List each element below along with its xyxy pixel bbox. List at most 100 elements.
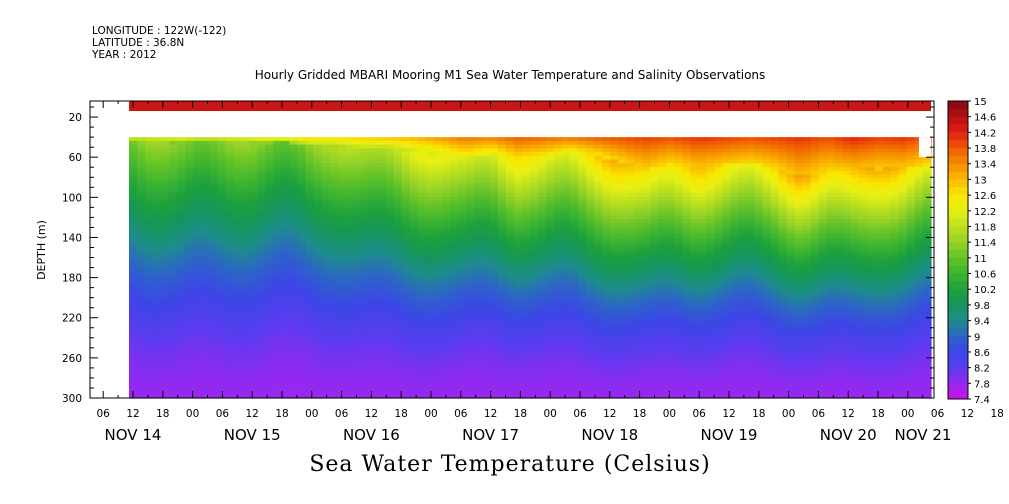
colorbar-swatch xyxy=(948,344,968,353)
x-hour-label: 00 xyxy=(544,408,557,420)
colorbar-swatch xyxy=(948,195,968,204)
colorbar-label: 9.8 xyxy=(974,301,990,312)
x-hour-label: 06 xyxy=(454,408,468,420)
colorbar-swatch xyxy=(948,218,968,227)
y-tick-label: 180 xyxy=(62,273,82,285)
colorbar-swatch xyxy=(948,391,968,400)
colorbar-swatch xyxy=(948,351,968,361)
colorbar-swatch xyxy=(948,202,968,212)
colorbar-swatch xyxy=(948,242,968,251)
colorbar-swatch xyxy=(948,210,968,220)
colorbar-label: 11 xyxy=(974,254,987,265)
colorbar-swatch xyxy=(948,179,968,188)
x-day-label: NOV 20 xyxy=(820,426,877,444)
colorbar-swatch xyxy=(948,312,968,322)
colorbar-swatch xyxy=(948,187,968,196)
x-hour-label: 18 xyxy=(275,408,288,420)
colorbar-swatch xyxy=(948,108,968,118)
colorbar-label: 7.8 xyxy=(974,379,990,390)
y-tick-label: 100 xyxy=(62,192,82,204)
chart-title: Hourly Gridded MBARI Mooring M1 Sea Wate… xyxy=(254,68,766,82)
colorbar-swatch xyxy=(948,163,968,173)
latitude-label: LATITUDE : 36.8N xyxy=(92,37,185,49)
x-hour-label: 06 xyxy=(931,408,945,420)
chart-subtitle: Sea Water Temperature (Celsius) xyxy=(309,452,711,477)
x-hour-label: 18 xyxy=(752,408,765,420)
x-hour-label: 00 xyxy=(424,408,437,420)
colorbar-swatch xyxy=(948,367,968,376)
y-tick-label: 140 xyxy=(62,232,82,244)
x-hour-label: 06 xyxy=(216,408,230,420)
x-hour-label: 06 xyxy=(812,408,826,420)
x-hour-label: 18 xyxy=(395,408,408,420)
colorbar-swatch xyxy=(948,250,968,259)
x-hour-label: 00 xyxy=(186,408,199,420)
colorbar-label: 13.4 xyxy=(974,160,996,171)
x-hour-label: 12 xyxy=(365,408,378,420)
x-hour-label: 12 xyxy=(842,408,855,420)
colorbar-label: 10.2 xyxy=(974,285,996,296)
x-day-label: NOV 21 xyxy=(895,426,952,444)
y-tick-label: 220 xyxy=(62,313,82,325)
colorbar-swatch xyxy=(948,116,968,126)
colorbar-swatch xyxy=(948,359,968,369)
x-hour-label: 06 xyxy=(693,408,707,420)
colorbar-label: 11.8 xyxy=(974,222,996,233)
colorbar-label: 11.4 xyxy=(974,238,996,249)
x-hour-label: 06 xyxy=(335,408,349,420)
x-hour-label: 18 xyxy=(871,408,884,420)
longitude-label: LONGITUDE : 122W(-122) xyxy=(92,25,227,37)
colorbar-label: 9 xyxy=(974,332,980,343)
colorbar-swatch xyxy=(948,273,968,282)
x-hour-label: 00 xyxy=(782,408,795,420)
colorbar-swatch xyxy=(948,320,968,329)
colorbar-swatch xyxy=(948,336,968,345)
colorbar-swatch xyxy=(948,155,968,165)
missing-data-gap xyxy=(919,137,931,158)
colorbar-swatch xyxy=(948,140,968,149)
colorbar-frame xyxy=(947,100,969,400)
year-label: YEAR : 2012 xyxy=(92,49,157,61)
x-hour-label: 12 xyxy=(961,408,974,420)
x-hour-label: 12 xyxy=(484,408,497,420)
colorbar-label: 14.6 xyxy=(974,113,996,124)
colorbar-label: 14.2 xyxy=(974,128,996,139)
x-hour-label: 12 xyxy=(246,408,259,420)
colorbar-swatch xyxy=(948,234,968,243)
x-hour-label: 12 xyxy=(722,408,735,420)
colorbar-swatch xyxy=(948,124,968,133)
x-day-label: NOV 14 xyxy=(105,426,162,444)
colorbar-swatch xyxy=(948,297,968,306)
colorbar-swatch xyxy=(948,304,968,314)
colorbar-swatch xyxy=(948,328,968,337)
x-day-label: NOV 16 xyxy=(343,426,400,444)
colorbar-swatch xyxy=(948,383,968,392)
colorbar-label: 9.4 xyxy=(974,317,990,328)
x-hour-label: 00 xyxy=(663,408,676,420)
colorbar-label: 8.2 xyxy=(974,364,990,375)
colorbar-swatch xyxy=(948,257,968,267)
x-hour-label: 12 xyxy=(603,408,616,420)
colorbar-label: 15 xyxy=(974,97,987,108)
x-hour-label: 18 xyxy=(991,408,1004,420)
colorbar-label: 7.4 xyxy=(974,395,990,406)
x-hour-label: 00 xyxy=(901,408,914,420)
colorbar-swatch xyxy=(948,101,968,110)
x-day-label: NOV 15 xyxy=(224,426,281,444)
colorbar-swatch xyxy=(948,265,968,275)
y-tick-label: 300 xyxy=(62,393,82,405)
plot-frame xyxy=(89,100,935,399)
colorbar-swatch xyxy=(948,281,968,290)
colorbar-label: 12.2 xyxy=(974,207,996,218)
y-tick-label: 260 xyxy=(62,353,82,365)
x-hour-label: 12 xyxy=(126,408,139,420)
colorbar-swatch xyxy=(948,148,968,157)
colorbar-label: 8.6 xyxy=(974,348,990,359)
colorbar-label: 13 xyxy=(974,175,987,186)
colorbar-label: 10.6 xyxy=(974,270,996,281)
x-hour-label: 18 xyxy=(514,408,527,420)
colorbar-swatch xyxy=(948,226,968,235)
x-hour-label: 06 xyxy=(97,408,111,420)
colorbar-swatch xyxy=(948,132,968,141)
